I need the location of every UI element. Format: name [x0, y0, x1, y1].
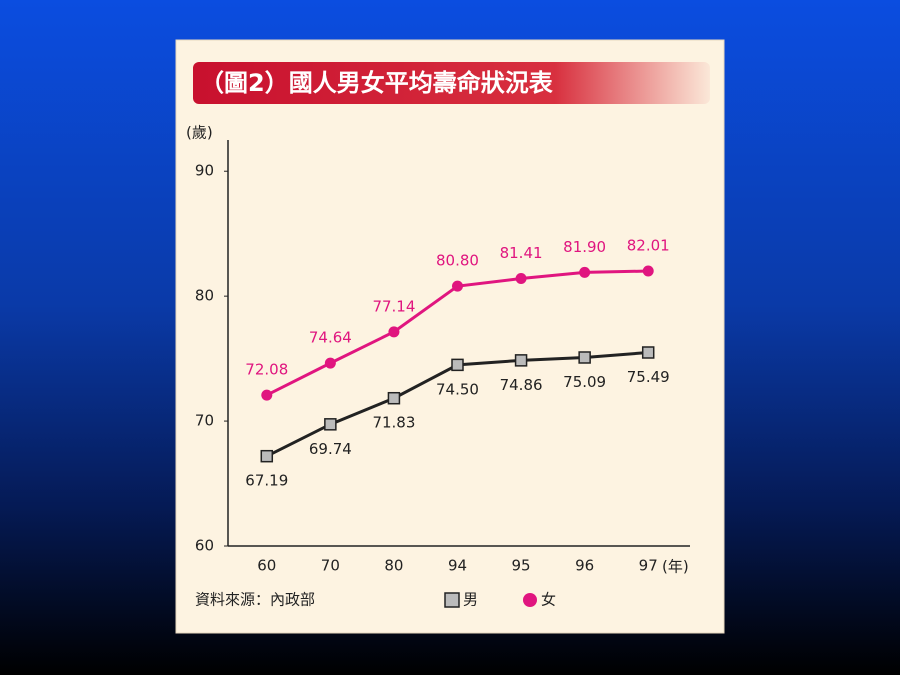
x-tick-label: 80: [384, 557, 403, 575]
chart-title: （圖2）國人男女平均壽命狀況表: [200, 69, 554, 97]
marker: [642, 265, 654, 277]
y-axis-label: (歲): [186, 124, 213, 142]
marker: [579, 266, 591, 278]
legend-marker: [523, 593, 537, 607]
data-label: 72.08: [245, 361, 288, 379]
marker: [324, 357, 336, 369]
data-label: 80.80: [436, 252, 479, 270]
legend-label: 男: [463, 591, 478, 609]
marker: [324, 418, 337, 431]
y-tick-label: 70: [195, 412, 214, 430]
title-banner: [193, 62, 710, 104]
x-tick-label: 96: [575, 557, 594, 575]
data-label: 77.14: [372, 297, 415, 315]
data-label: 81.90: [563, 238, 606, 256]
marker: [641, 346, 655, 359]
y-tick-label: 90: [195, 162, 214, 180]
marker: [514, 354, 528, 367]
panel: [175, 39, 725, 634]
data-label: 71.83: [372, 414, 415, 432]
data-label: 75.09: [563, 373, 606, 391]
legend-label: 女: [541, 591, 556, 609]
marker: [578, 351, 591, 364]
x-tick-label: 60: [257, 557, 276, 575]
x-tick-label: 94: [448, 557, 467, 575]
legend-marker: [444, 592, 460, 608]
marker: [452, 280, 463, 292]
marker: [261, 389, 273, 401]
data-label: 82.01: [627, 237, 670, 255]
x-axis-label: (年): [662, 558, 689, 576]
marker: [260, 449, 274, 463]
x-tick-label: 70: [321, 557, 340, 575]
marker: [388, 326, 400, 338]
data-label: 75.49: [627, 368, 670, 386]
x-tick-label: 97: [639, 557, 658, 575]
x-tick-label: 95: [512, 557, 531, 575]
y-tick-label: 80: [195, 287, 214, 305]
marker: [387, 391, 401, 405]
marker: [515, 273, 527, 285]
data-label: 74.50: [436, 380, 479, 398]
data-label: 74.86: [500, 376, 543, 394]
data-label: 67.19: [245, 472, 288, 490]
data-label: 69.74: [309, 440, 352, 458]
source: 資料來源：內政部: [195, 591, 315, 609]
marker: [451, 358, 464, 372]
y-tick-label: 60: [195, 537, 214, 555]
data-label: 74.64: [309, 329, 352, 347]
data-label: 81.41: [500, 244, 543, 262]
